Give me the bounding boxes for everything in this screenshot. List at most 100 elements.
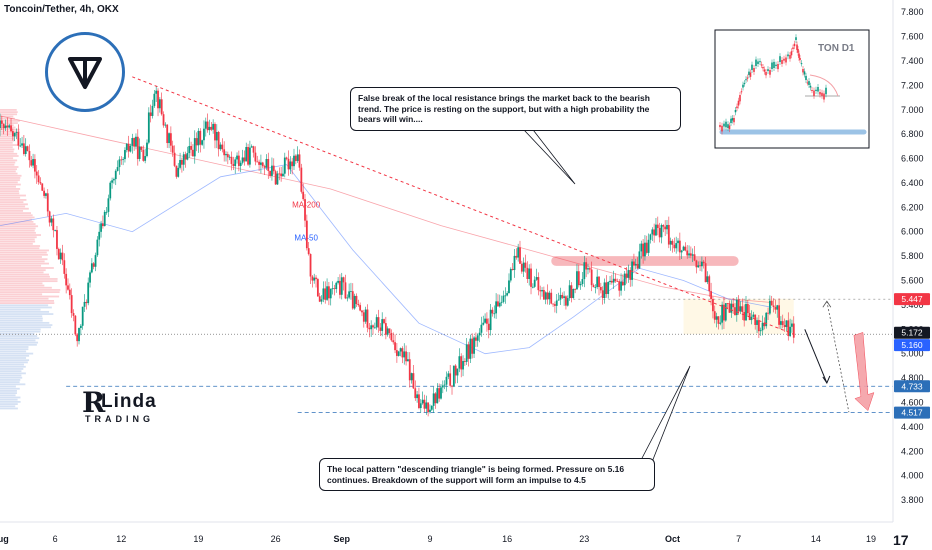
candle-body [164,124,167,126]
y-tick-label: 5.000 [901,349,924,359]
candle-body [190,145,192,150]
candle-body [226,154,229,158]
profile-bar [0,387,20,390]
inset-candle-body [763,69,766,72]
profile-bar [0,365,26,368]
inset-candle-body [800,63,803,65]
profile-bar [0,313,54,315]
candle-body [570,285,573,298]
y-tick-label: 6.600 [901,154,924,164]
profile-bar [0,302,55,304]
candle-body [432,393,435,406]
candle-body [555,300,558,306]
profile-bar [0,220,34,223]
candle-body [179,160,181,168]
candle-body [269,170,272,176]
candle-body [195,138,198,146]
x-tick-label: Aug [0,534,9,544]
candle-body [531,286,534,288]
candle-body [440,387,442,399]
candle-body [357,304,360,306]
profile-bar [0,214,33,217]
candle-body [768,300,771,314]
inset-candle-body [779,56,781,62]
candle-body [774,307,777,310]
profile-bar [0,199,27,201]
profile-bar [0,185,16,188]
candle-body [519,247,521,264]
candle-body [168,133,170,144]
candle-body [634,263,637,266]
candle-body [526,267,529,279]
bearish-arrow-icon [853,332,875,412]
profile-bar [0,284,45,287]
candle-body [22,143,25,154]
candle-body [539,290,542,292]
candle-body [436,388,439,404]
candle-body [245,147,248,162]
candle-body [114,170,117,180]
candle-body [10,125,12,132]
candle-body [103,211,106,227]
candle-body [236,155,238,160]
candle-body [107,198,110,212]
inset-candle-body [765,72,767,76]
inset-candle-body [746,77,749,79]
y-tick-label: 4.800 [901,373,924,383]
y-tick-label: 3.800 [901,495,924,505]
candle-body [410,373,413,381]
candle-body [719,322,722,324]
candle-body [225,154,227,156]
candle-body [640,243,643,252]
price-badge [894,293,930,306]
candle-body [210,126,213,130]
candle-body [87,282,90,304]
candle-body [618,281,621,291]
candle-body [504,295,507,297]
candle-body [614,278,617,282]
profile-bar [0,113,18,116]
inset-candle-body [799,58,801,60]
candle-body [4,125,7,129]
profile-bar [0,109,17,111]
profile-bar [0,267,54,269]
candle-body [113,179,115,181]
candle-body [57,248,60,260]
candle-body [219,144,222,150]
inset-candle-body [730,118,732,123]
candle-body [346,297,349,299]
candle-body [535,277,538,280]
candle-body [17,132,20,146]
candle-body [234,159,237,167]
candle-body [248,147,251,165]
candle-body [701,261,703,267]
candle-body [81,306,84,326]
candle-body [513,255,516,271]
candle-body [370,325,373,330]
profile-bar [0,238,35,241]
brand-logo: R Linda TRADING [82,386,162,428]
profile-bar [0,137,15,140]
candle-body [542,290,545,300]
candle-body [522,262,525,272]
candle-body [328,286,330,299]
profile-bar [0,385,16,388]
inset-candle-body [769,70,771,75]
candle-body [763,322,766,327]
inset-candle-body [749,72,752,77]
candle-body [612,278,615,283]
candle-body [366,309,369,328]
profile-bar [0,119,20,122]
candle-body [645,242,648,253]
profile-bar [0,168,17,171]
candle-body [217,132,220,150]
candle-body [61,252,64,261]
y-tick-label: 6.800 [901,129,924,139]
profile-bar [0,321,50,324]
profile-bar [0,124,14,127]
candle-body [175,165,178,177]
candle-body [320,299,323,302]
y-tick-label: 7.200 [901,80,924,90]
candle-body [414,388,417,399]
